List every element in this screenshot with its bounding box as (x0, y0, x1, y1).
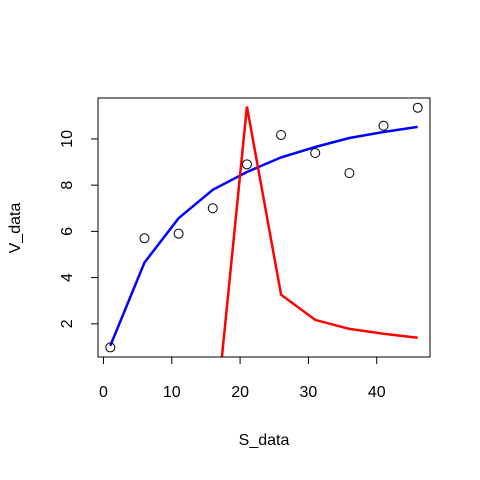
y-tick-label: 6 (59, 227, 76, 236)
y-tick-label: 8 (59, 181, 76, 190)
x-tick-label: 20 (231, 384, 249, 401)
data-point (378, 120, 389, 131)
data-point (207, 203, 218, 214)
data-point (310, 148, 321, 159)
x-tick-label: 0 (99, 384, 108, 401)
data-point (241, 159, 252, 170)
data-point (412, 102, 423, 113)
line-series (220, 106, 418, 357)
y-axis-label: V_data (7, 203, 24, 254)
line-series (109, 125, 418, 347)
y-tick-label: 4 (59, 273, 76, 282)
data-point (139, 233, 150, 244)
data-point (105, 342, 116, 353)
data-point (276, 129, 287, 140)
x-tick-label: 40 (368, 384, 386, 401)
plot-area (109, 106, 418, 357)
plot-box (97, 97, 431, 358)
y-tick-label: 2 (59, 319, 76, 328)
x-axis-label: S_data (239, 432, 290, 449)
y-tick-label: 10 (59, 130, 76, 148)
x-tick-label: 10 (163, 384, 181, 401)
data-point (344, 168, 355, 179)
data-point (173, 228, 184, 239)
x-tick-label: 30 (300, 384, 318, 401)
